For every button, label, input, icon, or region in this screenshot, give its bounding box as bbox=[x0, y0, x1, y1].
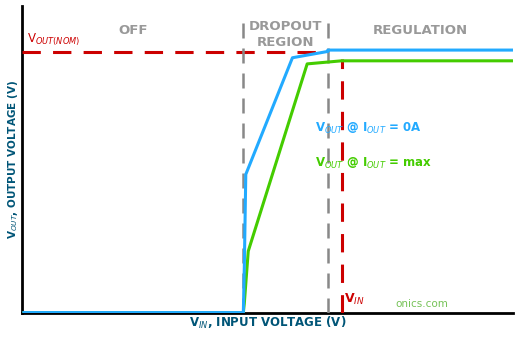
Text: OFF: OFF bbox=[118, 24, 147, 37]
Text: V$_{OUT}$ @ I$_{OUT}$ = 0A: V$_{OUT}$ @ I$_{OUT}$ = 0A bbox=[315, 121, 421, 136]
Y-axis label: V$_{OUT}$, OUTPUT VOLTAGE (V): V$_{OUT}$, OUTPUT VOLTAGE (V) bbox=[6, 80, 20, 239]
Text: V$_{IN}$: V$_{IN}$ bbox=[344, 292, 365, 307]
Text: V$_{OUT}$ @ I$_{OUT}$ = max: V$_{OUT}$ @ I$_{OUT}$ = max bbox=[315, 156, 431, 171]
Text: DROPOUT
REGION: DROPOUT REGION bbox=[249, 20, 322, 49]
Text: V$_{OUT(NOM)}$: V$_{OUT(NOM)}$ bbox=[27, 32, 80, 48]
Text: onics.com: onics.com bbox=[395, 299, 448, 309]
Text: REGULATION: REGULATION bbox=[373, 24, 468, 37]
X-axis label: V$_{IN}$, INPUT VOLTAGE (V): V$_{IN}$, INPUT VOLTAGE (V) bbox=[189, 315, 347, 332]
